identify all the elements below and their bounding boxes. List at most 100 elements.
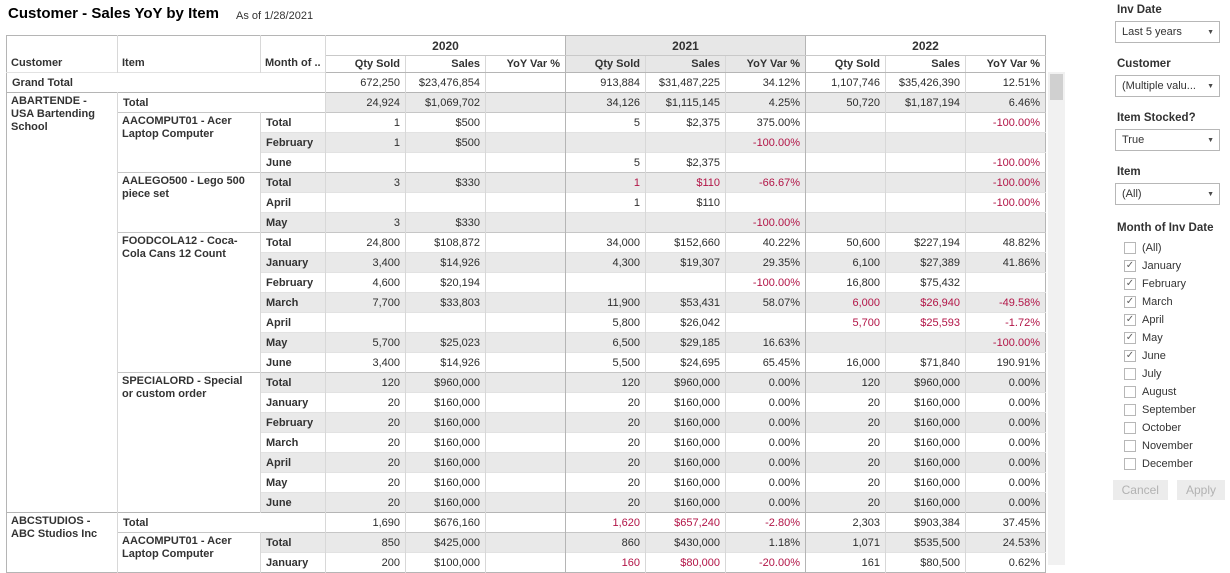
row-label[interactable]: January [260, 392, 326, 413]
data-cell[interactable]: $27,389 [885, 252, 966, 273]
data-cell[interactable]: 20 [805, 392, 886, 413]
data-cell[interactable]: $903,384 [885, 512, 966, 533]
data-cell[interactable]: 20 [325, 392, 406, 413]
measure-header-qty-sold[interactable]: Qty Sold [325, 55, 406, 73]
data-cell[interactable]: -100.00% [965, 172, 1046, 193]
data-cell[interactable]: $110 [645, 172, 726, 193]
data-cell[interactable]: 12.51% [965, 72, 1046, 93]
month-option-february[interactable]: ✓ February [1115, 275, 1230, 293]
data-cell[interactable]: $23,476,854 [405, 72, 486, 93]
data-cell[interactable]: 5 [565, 112, 646, 133]
data-cell[interactable]: 860 [565, 532, 646, 553]
data-cell[interactable] [565, 212, 646, 233]
month-option--all-[interactable]: (All) [1115, 239, 1230, 257]
data-cell[interactable]: -20.00% [725, 552, 806, 573]
checked-checkbox-icon[interactable]: ✓ [1124, 278, 1136, 290]
data-cell[interactable]: $676,160 [405, 512, 486, 533]
data-cell[interactable]: 20 [805, 492, 886, 513]
data-cell[interactable]: $160,000 [885, 472, 966, 493]
row-label[interactable]: February [260, 272, 326, 293]
data-cell[interactable] [485, 372, 566, 393]
data-cell[interactable]: $2,375 [645, 112, 726, 133]
data-cell[interactable]: -100.00% [725, 212, 806, 233]
data-cell[interactable]: $160,000 [645, 392, 726, 413]
data-cell[interactable]: 0.00% [725, 372, 806, 393]
row-label[interactable]: Total [117, 92, 326, 113]
row-label[interactable]: April [260, 452, 326, 473]
row-label[interactable]: February [260, 412, 326, 433]
customer-label[interactable]: ABARTENDE - USA Bartending School [6, 92, 118, 513]
data-cell[interactable]: $26,940 [885, 292, 966, 313]
row-label[interactable]: Grand Total [6, 72, 326, 93]
data-cell[interactable]: $1,115,145 [645, 92, 726, 113]
data-cell[interactable] [805, 112, 886, 133]
data-cell[interactable]: $160,000 [645, 472, 726, 493]
column-header-month-of-[interactable]: Month of .. [260, 35, 326, 73]
data-cell[interactable] [805, 152, 886, 173]
data-cell[interactable]: $1,187,194 [885, 92, 966, 113]
data-cell[interactable]: $430,000 [645, 532, 726, 553]
data-cell[interactable] [805, 132, 886, 153]
data-cell[interactable] [965, 132, 1046, 153]
data-cell[interactable] [485, 532, 566, 553]
month-option-september[interactable]: September [1115, 401, 1230, 419]
data-cell[interactable]: 50,600 [805, 232, 886, 253]
customer-label[interactable]: ABCSTUDIOS - ABC Studios Inc [6, 512, 118, 573]
month-option-may[interactable]: ✓ May [1115, 329, 1230, 347]
data-cell[interactable] [485, 492, 566, 513]
measure-header-qty-sold[interactable]: Qty Sold [565, 55, 646, 73]
data-cell[interactable]: 850 [325, 532, 406, 553]
row-label[interactable]: Total [260, 532, 326, 553]
data-cell[interactable]: $500 [405, 112, 486, 133]
month-option-june[interactable]: ✓ June [1115, 347, 1230, 365]
data-cell[interactable] [885, 172, 966, 193]
data-cell[interactable]: 20 [805, 472, 886, 493]
data-cell[interactable] [405, 192, 486, 213]
data-cell[interactable] [485, 172, 566, 193]
data-cell[interactable] [405, 312, 486, 333]
unchecked-checkbox-icon[interactable] [1124, 386, 1136, 398]
data-cell[interactable]: $20,194 [405, 272, 486, 293]
data-cell[interactable]: -1.72% [965, 312, 1046, 333]
data-cell[interactable] [565, 132, 646, 153]
data-cell[interactable]: $425,000 [405, 532, 486, 553]
data-cell[interactable] [725, 312, 806, 333]
data-cell[interactable]: 11,900 [565, 292, 646, 313]
data-cell[interactable]: 0.00% [965, 432, 1046, 453]
data-cell[interactable]: $160,000 [885, 492, 966, 513]
month-option-october[interactable]: October [1115, 419, 1230, 437]
data-cell[interactable]: 34.12% [725, 72, 806, 93]
data-cell[interactable]: $330 [405, 212, 486, 233]
checked-checkbox-icon[interactable]: ✓ [1124, 260, 1136, 272]
filter-dropdown-item[interactable]: (All) ▼ [1115, 183, 1220, 205]
data-cell[interactable]: 1,620 [565, 512, 646, 533]
data-cell[interactable]: 6,100 [805, 252, 886, 273]
data-cell[interactable]: $160,000 [405, 432, 486, 453]
data-cell[interactable]: $14,926 [405, 252, 486, 273]
unchecked-checkbox-icon[interactable] [1124, 368, 1136, 380]
data-cell[interactable]: -2.80% [725, 512, 806, 533]
data-cell[interactable] [485, 412, 566, 433]
item-label[interactable]: SPECIALORD - Special or custom order [117, 372, 261, 513]
data-cell[interactable]: 1 [325, 112, 406, 133]
data-cell[interactable] [485, 192, 566, 213]
month-option-december[interactable]: December [1115, 455, 1230, 473]
year-header-2020[interactable]: 2020 [325, 35, 566, 56]
data-cell[interactable] [485, 152, 566, 173]
month-option-august[interactable]: August [1115, 383, 1230, 401]
data-cell[interactable]: $960,000 [645, 372, 726, 393]
data-cell[interactable]: 1 [565, 192, 646, 213]
data-cell[interactable]: $160,000 [405, 472, 486, 493]
row-label[interactable]: June [260, 492, 326, 513]
data-cell[interactable]: $160,000 [405, 412, 486, 433]
data-cell[interactable]: $108,872 [405, 232, 486, 253]
data-cell[interactable]: 24,924 [325, 92, 406, 113]
data-cell[interactable]: 1,107,746 [805, 72, 886, 93]
data-cell[interactable] [485, 352, 566, 373]
data-cell[interactable]: 1,690 [325, 512, 406, 533]
data-cell[interactable]: 16,800 [805, 272, 886, 293]
data-cell[interactable]: -49.58% [965, 292, 1046, 313]
data-cell[interactable]: 20 [565, 392, 646, 413]
measure-header-sales[interactable]: Sales [885, 55, 966, 73]
data-cell[interactable]: 20 [325, 452, 406, 473]
